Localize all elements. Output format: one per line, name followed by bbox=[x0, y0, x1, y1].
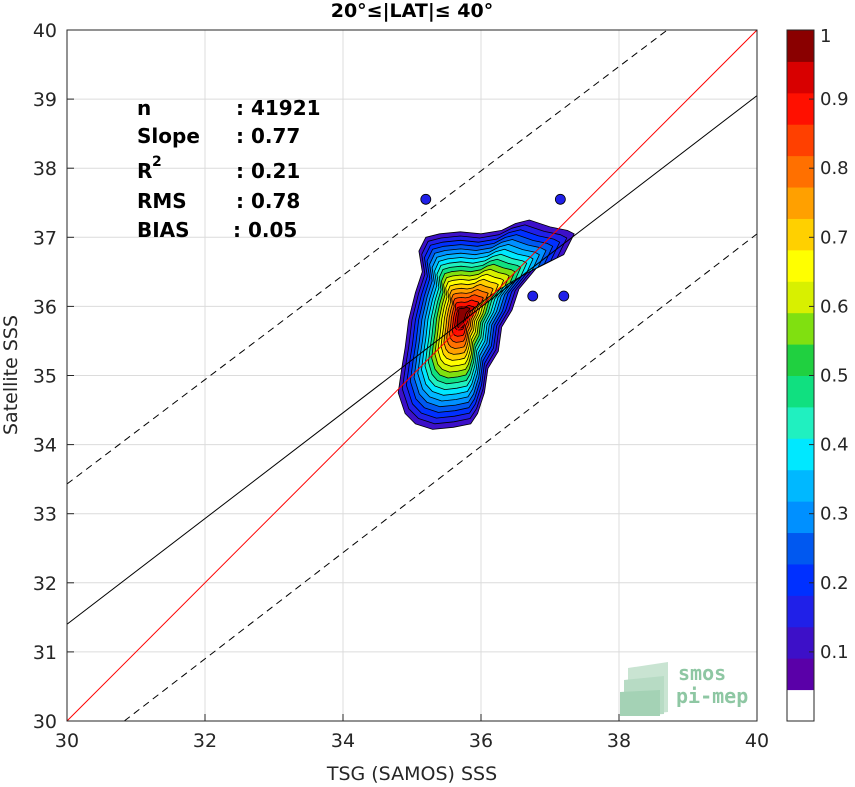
colorbar-segment bbox=[787, 563, 814, 596]
stat-slope-value: : 0.77 bbox=[236, 124, 300, 148]
colorbar-segment bbox=[787, 689, 814, 722]
colorbar-segment bbox=[787, 658, 814, 691]
x-tick-label: 36 bbox=[469, 730, 493, 752]
density-island bbox=[527, 290, 539, 302]
identity-line bbox=[67, 30, 757, 721]
density-contours bbox=[397, 193, 575, 430]
y-tick-label: 35 bbox=[33, 366, 57, 388]
density-island bbox=[420, 193, 432, 205]
stat-n-value: : 41921 bbox=[236, 96, 321, 120]
x-tick-label: 38 bbox=[607, 730, 631, 752]
regression-line bbox=[67, 95, 757, 625]
colorbar-tick-label: 0.6 bbox=[820, 296, 849, 317]
colorbar-tick-label: 0.5 bbox=[820, 366, 849, 387]
y-tick-label: 38 bbox=[33, 158, 57, 180]
stat-rms-value: : 0.78 bbox=[236, 189, 300, 213]
colorbar-segment bbox=[787, 344, 814, 376]
y-tick-label: 31 bbox=[33, 642, 57, 664]
colorbar-segment bbox=[787, 218, 814, 251]
grid bbox=[66, 29, 758, 722]
y-tick-label: 37 bbox=[33, 227, 57, 249]
colorbar-segment bbox=[787, 375, 814, 408]
y-tick-label: 36 bbox=[33, 296, 57, 318]
colorbar-segment bbox=[787, 30, 814, 62]
colorbar-tick-label: 0.4 bbox=[820, 435, 849, 456]
stat-rms-label: RMS bbox=[137, 189, 187, 213]
colorbar-segment bbox=[787, 532, 814, 565]
y-tick-label: 40 bbox=[33, 20, 57, 42]
x-tick-label: 40 bbox=[745, 730, 769, 752]
stat-r2-value: : 0.21 bbox=[236, 159, 300, 183]
stats-box: n : 41921 Slope : 0.77 R 2 : 0.21 RMS : … bbox=[137, 96, 321, 242]
colorbar-tick-label: 0.9 bbox=[820, 89, 849, 110]
colorbar-segment bbox=[787, 281, 814, 314]
chart-title: 20°≤|LAT|≤ 40° bbox=[331, 0, 494, 22]
y-tick-label: 32 bbox=[33, 573, 57, 595]
colorbar-tick-label: 1 bbox=[820, 26, 831, 47]
colorbar-segment bbox=[787, 626, 814, 659]
colorbar-segment bbox=[787, 124, 814, 157]
colorbar: 0.1 0.2 0.3 0.4 0.5 0.6 0.7 0.8 0.9 1 bbox=[786, 26, 849, 722]
logo-waves-icon bbox=[620, 662, 668, 716]
x-axis-label: TSG (SAMOS) SSS bbox=[326, 763, 497, 785]
colorbar-tick-label: 0.8 bbox=[820, 158, 849, 179]
colorbar-segment bbox=[787, 438, 814, 471]
colorbar-segment bbox=[787, 312, 814, 345]
stat-n-label: n bbox=[137, 96, 151, 120]
lower-bound-line bbox=[123, 233, 757, 721]
colorbar-segment bbox=[787, 595, 814, 628]
colorbar-segment bbox=[787, 187, 814, 219]
colorbar-segment bbox=[787, 469, 814, 502]
smos-pi-mep-logo: smos pi-mep bbox=[620, 661, 748, 716]
y-tick-label: 39 bbox=[33, 89, 57, 111]
y-axis-label: Satellite SSS bbox=[0, 315, 22, 435]
colorbar-segment bbox=[787, 501, 814, 534]
logo-line1: smos bbox=[678, 661, 726, 685]
density-island bbox=[554, 193, 566, 205]
y-tick-label: 33 bbox=[33, 504, 57, 526]
stat-r2-sup: 2 bbox=[152, 154, 162, 170]
colorbar-segment bbox=[787, 92, 814, 125]
colorbar-tick-label: 0.3 bbox=[820, 504, 849, 525]
stat-slope-label: Slope bbox=[137, 124, 200, 148]
density-island bbox=[558, 290, 570, 302]
stat-bias-value: : 0.05 bbox=[233, 218, 297, 242]
stat-r2-label: R bbox=[137, 159, 152, 183]
colorbar-tick-label: 0.7 bbox=[820, 227, 849, 248]
colorbar-segment bbox=[787, 155, 814, 188]
stat-bias-label: BIAS bbox=[137, 218, 190, 242]
colorbar-segment bbox=[787, 249, 814, 282]
logo-line2: pi-mep bbox=[676, 684, 748, 708]
upper-bound-line bbox=[67, 30, 668, 485]
colorbar-segment bbox=[787, 406, 814, 439]
y-tick-label: 34 bbox=[33, 435, 57, 457]
axis-ticks: 30 32 34 36 38 40 30 31 32 33 34 35 36 37 38 39 40 bbox=[33, 20, 769, 752]
colorbar-tick-label: 0.2 bbox=[820, 573, 849, 594]
x-tick-label: 32 bbox=[193, 730, 217, 752]
x-tick-label: 30 bbox=[55, 730, 79, 752]
x-tick-label: 34 bbox=[331, 730, 355, 752]
colorbar-segment bbox=[787, 61, 814, 94]
colorbar-tick-label: 0.1 bbox=[820, 642, 849, 663]
reference-lines bbox=[67, 30, 757, 721]
y-tick-label: 30 bbox=[33, 711, 57, 733]
